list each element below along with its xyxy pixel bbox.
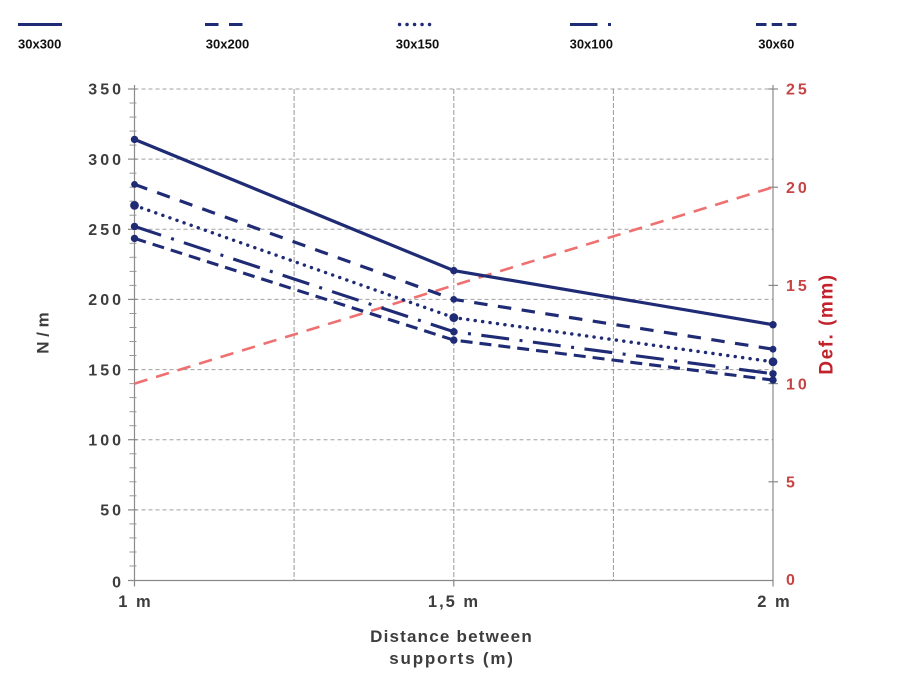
svg-text:350: 350	[88, 82, 124, 99]
svg-text:30x60: 30x60	[758, 37, 794, 52]
svg-text:200: 200	[88, 292, 124, 309]
svg-text:250: 250	[88, 222, 124, 239]
svg-text:Distance between: Distance between	[370, 627, 533, 646]
svg-text:1,5 m: 1,5 m	[428, 593, 480, 611]
svg-text:N / m: N / m	[34, 312, 53, 354]
svg-text:25: 25	[786, 82, 810, 99]
svg-text:30x100: 30x100	[570, 37, 613, 52]
svg-text:150: 150	[88, 362, 124, 379]
svg-text:0: 0	[786, 572, 798, 589]
svg-text:30x300: 30x300	[18, 37, 61, 52]
svg-text:30x150: 30x150	[396, 37, 439, 52]
svg-text:100: 100	[88, 432, 124, 449]
svg-text:30x200: 30x200	[206, 37, 249, 52]
svg-text:300: 300	[88, 152, 124, 169]
svg-text:50: 50	[100, 503, 124, 520]
svg-text:15: 15	[786, 278, 810, 295]
svg-text:20: 20	[786, 180, 810, 197]
svg-text:supports (m): supports (m)	[389, 649, 514, 668]
svg-text:5: 5	[786, 475, 798, 492]
svg-text:1 m: 1 m	[118, 593, 152, 611]
svg-text:2 m: 2 m	[757, 593, 791, 611]
svg-text:10: 10	[786, 376, 810, 393]
svg-text:0: 0	[112, 575, 124, 592]
svg-text:Def. (mm): Def. (mm)	[817, 273, 838, 374]
